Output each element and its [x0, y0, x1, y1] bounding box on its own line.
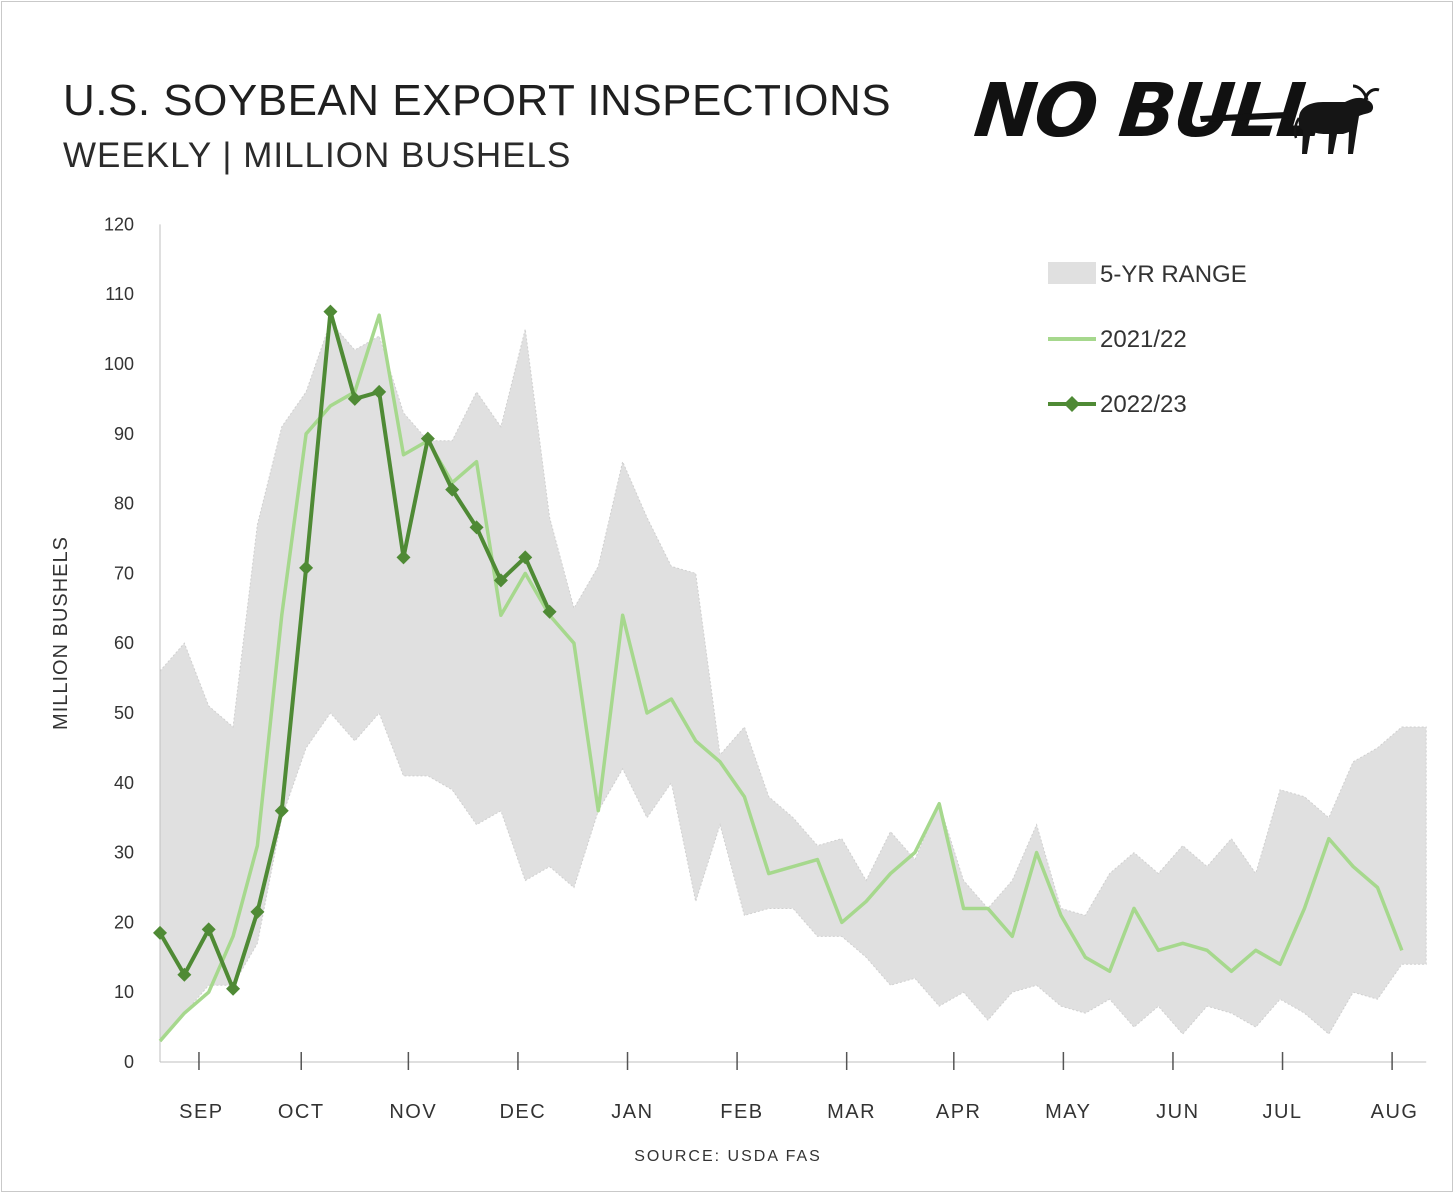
legend-swatch-range — [1048, 262, 1096, 284]
series-marker — [153, 925, 167, 940]
y-tick-label: 40 — [114, 773, 134, 793]
x-tick-label: MAY — [1045, 1101, 1091, 1123]
source-note: SOURCE: USDA FAS — [634, 1148, 822, 1165]
legend: 5-YR RANGE 2021/22 2022/23 — [1048, 261, 1247, 418]
series-marker — [445, 482, 460, 497]
series-marker — [542, 604, 557, 619]
y-tick-label: 120 — [104, 214, 134, 234]
series-marker — [226, 981, 241, 996]
chart-title: U.S. SOYBEAN EXPORT INSPECTIONS — [63, 76, 892, 125]
legend-label-2022: 2022/23 — [1100, 391, 1187, 418]
axes: 0 10 20 30 40 50 60 70 80 90 100 110 120 SEP OCT NOV DEC… — [50, 214, 1427, 1123]
logo-graphic — [1200, 84, 1380, 154]
series-marker — [518, 550, 533, 565]
y-tick-label: 90 — [114, 424, 134, 444]
y-tick-label: 10 — [114, 982, 134, 1002]
y-tick-label: 50 — [114, 703, 134, 723]
y-tick-label: 110 — [105, 284, 134, 304]
series-marker — [493, 573, 508, 588]
x-tick-label: JAN — [611, 1101, 653, 1123]
bull-icon — [1293, 84, 1380, 154]
series-line-0 — [158, 313, 1404, 1043]
x-tick-label: DEC — [499, 1101, 546, 1123]
series-marker — [299, 560, 314, 575]
y-tick-label: 0 — [124, 1052, 134, 1072]
series-marker — [250, 904, 265, 919]
y-tick-label: 80 — [114, 494, 134, 514]
x-tick-label: APR — [936, 1101, 982, 1123]
series-marker — [469, 520, 484, 535]
y-tick-label: 70 — [114, 563, 134, 583]
chart-subtitle: WEEKLY | MILLION BUSHELS — [63, 136, 572, 175]
range-area — [159, 321, 1427, 1043]
series-lines — [153, 304, 1404, 1043]
legend-label-range: 5-YR RANGE — [1100, 261, 1247, 288]
logo-dash — [1200, 112, 1289, 122]
x-tick-label: JUN — [1156, 1101, 1199, 1123]
series-marker — [177, 967, 192, 982]
x-tick-label: MAR — [827, 1101, 876, 1123]
no-bull-logo: NO BULL — [970, 68, 1395, 160]
y-tick-label: 100 — [104, 354, 134, 374]
x-tick-label: FEB — [720, 1101, 763, 1123]
y-tick-label: 20 — [114, 912, 134, 932]
series-marker — [347, 391, 362, 406]
y-tick-label: 60 — [114, 633, 134, 653]
series-marker — [372, 384, 387, 399]
x-tick-label: AUG — [1371, 1101, 1419, 1123]
legend-marker-2022 — [1064, 396, 1080, 412]
series-marker — [201, 922, 216, 937]
series-marker — [396, 550, 411, 565]
x-tick-label: JUL — [1262, 1101, 1302, 1123]
series-marker — [323, 304, 338, 319]
series-marker — [274, 803, 289, 818]
x-tick-label: SEP — [179, 1101, 224, 1123]
five-year-range — [159, 321, 1427, 1043]
series-marker — [420, 431, 435, 446]
y-axis-title: MILLION BUSHELS — [50, 536, 72, 730]
x-tick-label: OCT — [278, 1101, 325, 1123]
y-tick-label: 30 — [114, 843, 134, 863]
legend-label-2021: 2021/22 — [1100, 326, 1187, 353]
x-tick-label: NOV — [389, 1101, 437, 1123]
